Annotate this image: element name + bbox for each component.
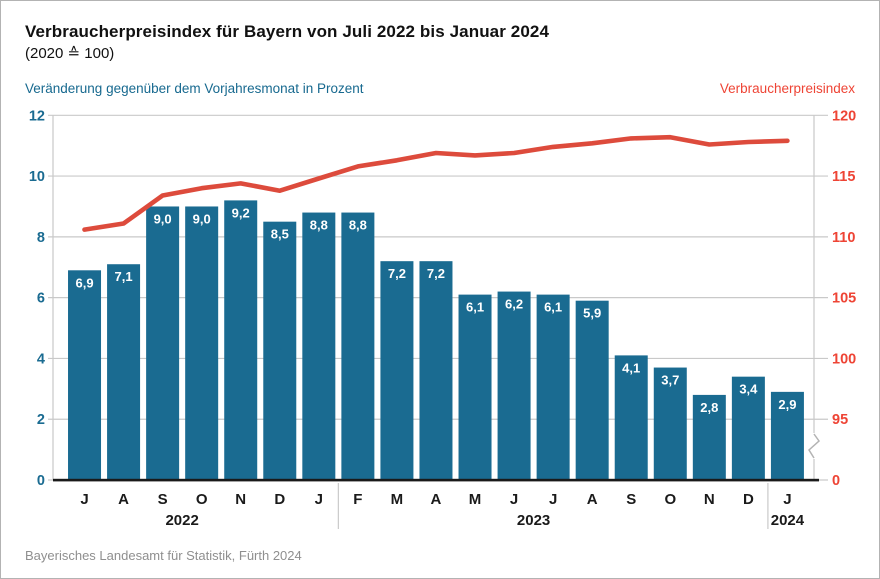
month-tick-label: J: [510, 491, 518, 508]
month-tick-label: A: [587, 491, 598, 508]
left-tick-label: 10: [29, 169, 45, 185]
source-footer: Bayerisches Landesamt für Statistik, Für…: [25, 548, 302, 563]
month-tick-label: A: [118, 491, 129, 508]
vpi-change-bar: [575, 300, 609, 480]
right-tick-label: 95: [832, 412, 848, 428]
month-tick-label: M: [469, 491, 482, 508]
month-tick-label: N: [235, 491, 246, 508]
bar-value-label: 8,5: [271, 227, 289, 242]
vpi-change-bar: [185, 206, 219, 480]
right-tick-label: 100: [832, 351, 856, 367]
right-tick-label: 0: [832, 473, 840, 489]
left-tick-label: 2: [37, 412, 45, 428]
year-label: 2022: [165, 512, 198, 529]
right-tick-label: 115: [832, 169, 855, 185]
vpi-change-bar: [302, 212, 336, 480]
bar-value-label: 5,9: [583, 306, 601, 321]
bar-value-label: 4,1: [622, 360, 640, 375]
left-axis-title: Veränderung gegenüber dem Vorjahresmonat…: [25, 81, 364, 96]
vpi-change-bar: [107, 264, 141, 480]
bar-value-label: 6,1: [544, 300, 562, 315]
vpi-change-bar: [770, 391, 804, 480]
vpi-change-bar: [497, 291, 531, 480]
chart-title: Verbraucherpreisindex für Bayern von Jul…: [25, 22, 549, 41]
month-tick-label: J: [783, 491, 791, 508]
axis-break-icon: [808, 433, 820, 459]
vpi-change-bar: [692, 394, 726, 480]
month-tick-label: S: [158, 491, 168, 508]
right-axis-title: Verbraucherpreisindex: [719, 81, 855, 96]
bar-value-label: 8,8: [310, 218, 328, 233]
bar-value-label: 2,9: [778, 397, 796, 412]
month-tick-label: N: [704, 491, 715, 508]
month-tick-label: D: [743, 491, 754, 508]
bar-value-label: 7,2: [388, 266, 406, 281]
bar-value-label: 9,0: [193, 211, 211, 226]
left-tick-label: 6: [37, 291, 45, 307]
vpi-change-bar: [536, 294, 570, 480]
bar-value-label: 7,1: [115, 269, 133, 284]
month-tick-label: F: [353, 491, 362, 508]
left-tick-label: 12: [29, 108, 45, 124]
month-tick-label: D: [274, 491, 285, 508]
right-tick-label: 110: [832, 230, 855, 246]
bar-value-label: 3,7: [661, 373, 679, 388]
vpi-change-bar: [146, 206, 180, 480]
vpi-change-bar: [68, 270, 102, 480]
vpi-change-bar: [380, 261, 414, 480]
right-tick-label: 105: [832, 291, 856, 307]
month-tick-label: O: [664, 491, 676, 508]
bar-value-label: 6,9: [75, 275, 93, 290]
vpi-change-bar: [419, 261, 453, 480]
chart-subtitle: (2020 ≙ 100): [25, 45, 115, 62]
bar-value-label: 2,8: [700, 400, 718, 415]
left-tick-label: 8: [37, 230, 45, 246]
month-tick-label: J: [80, 491, 88, 508]
vpi-change-bar: [731, 376, 765, 480]
right-tick-label: 120: [832, 108, 856, 124]
left-tick-label: 4: [37, 351, 45, 367]
x-axis-line: [53, 478, 819, 482]
vpi-change-bar: [224, 200, 258, 480]
month-tick-label: M: [391, 491, 404, 508]
vpi-change-bar: [614, 355, 648, 480]
month-tick-label: O: [196, 491, 208, 508]
bar-value-label: 6,1: [466, 300, 484, 315]
bar-value-label: 6,2: [505, 297, 523, 312]
index-line: [82, 134, 790, 232]
month-tick-label: S: [626, 491, 636, 508]
vpi-change-bar: [458, 294, 492, 480]
year-label: 2024: [771, 512, 805, 529]
month-tick-label: A: [431, 491, 442, 508]
year-label: 2023: [517, 512, 550, 529]
month-tick-label: J: [549, 491, 557, 508]
vpi-change-bar: [263, 221, 297, 480]
bar-value-label: 9,2: [232, 205, 250, 220]
bar-value-label: 8,8: [349, 218, 367, 233]
vpi-change-bar: [341, 212, 375, 480]
left-tick-label: 0: [37, 473, 45, 489]
bar-value-label: 7,2: [427, 266, 445, 281]
bar-value-label: 9,0: [154, 211, 172, 226]
month-tick-label: J: [315, 491, 323, 508]
bar-value-label: 3,4: [739, 382, 758, 397]
vpi-change-bar: [653, 367, 687, 480]
